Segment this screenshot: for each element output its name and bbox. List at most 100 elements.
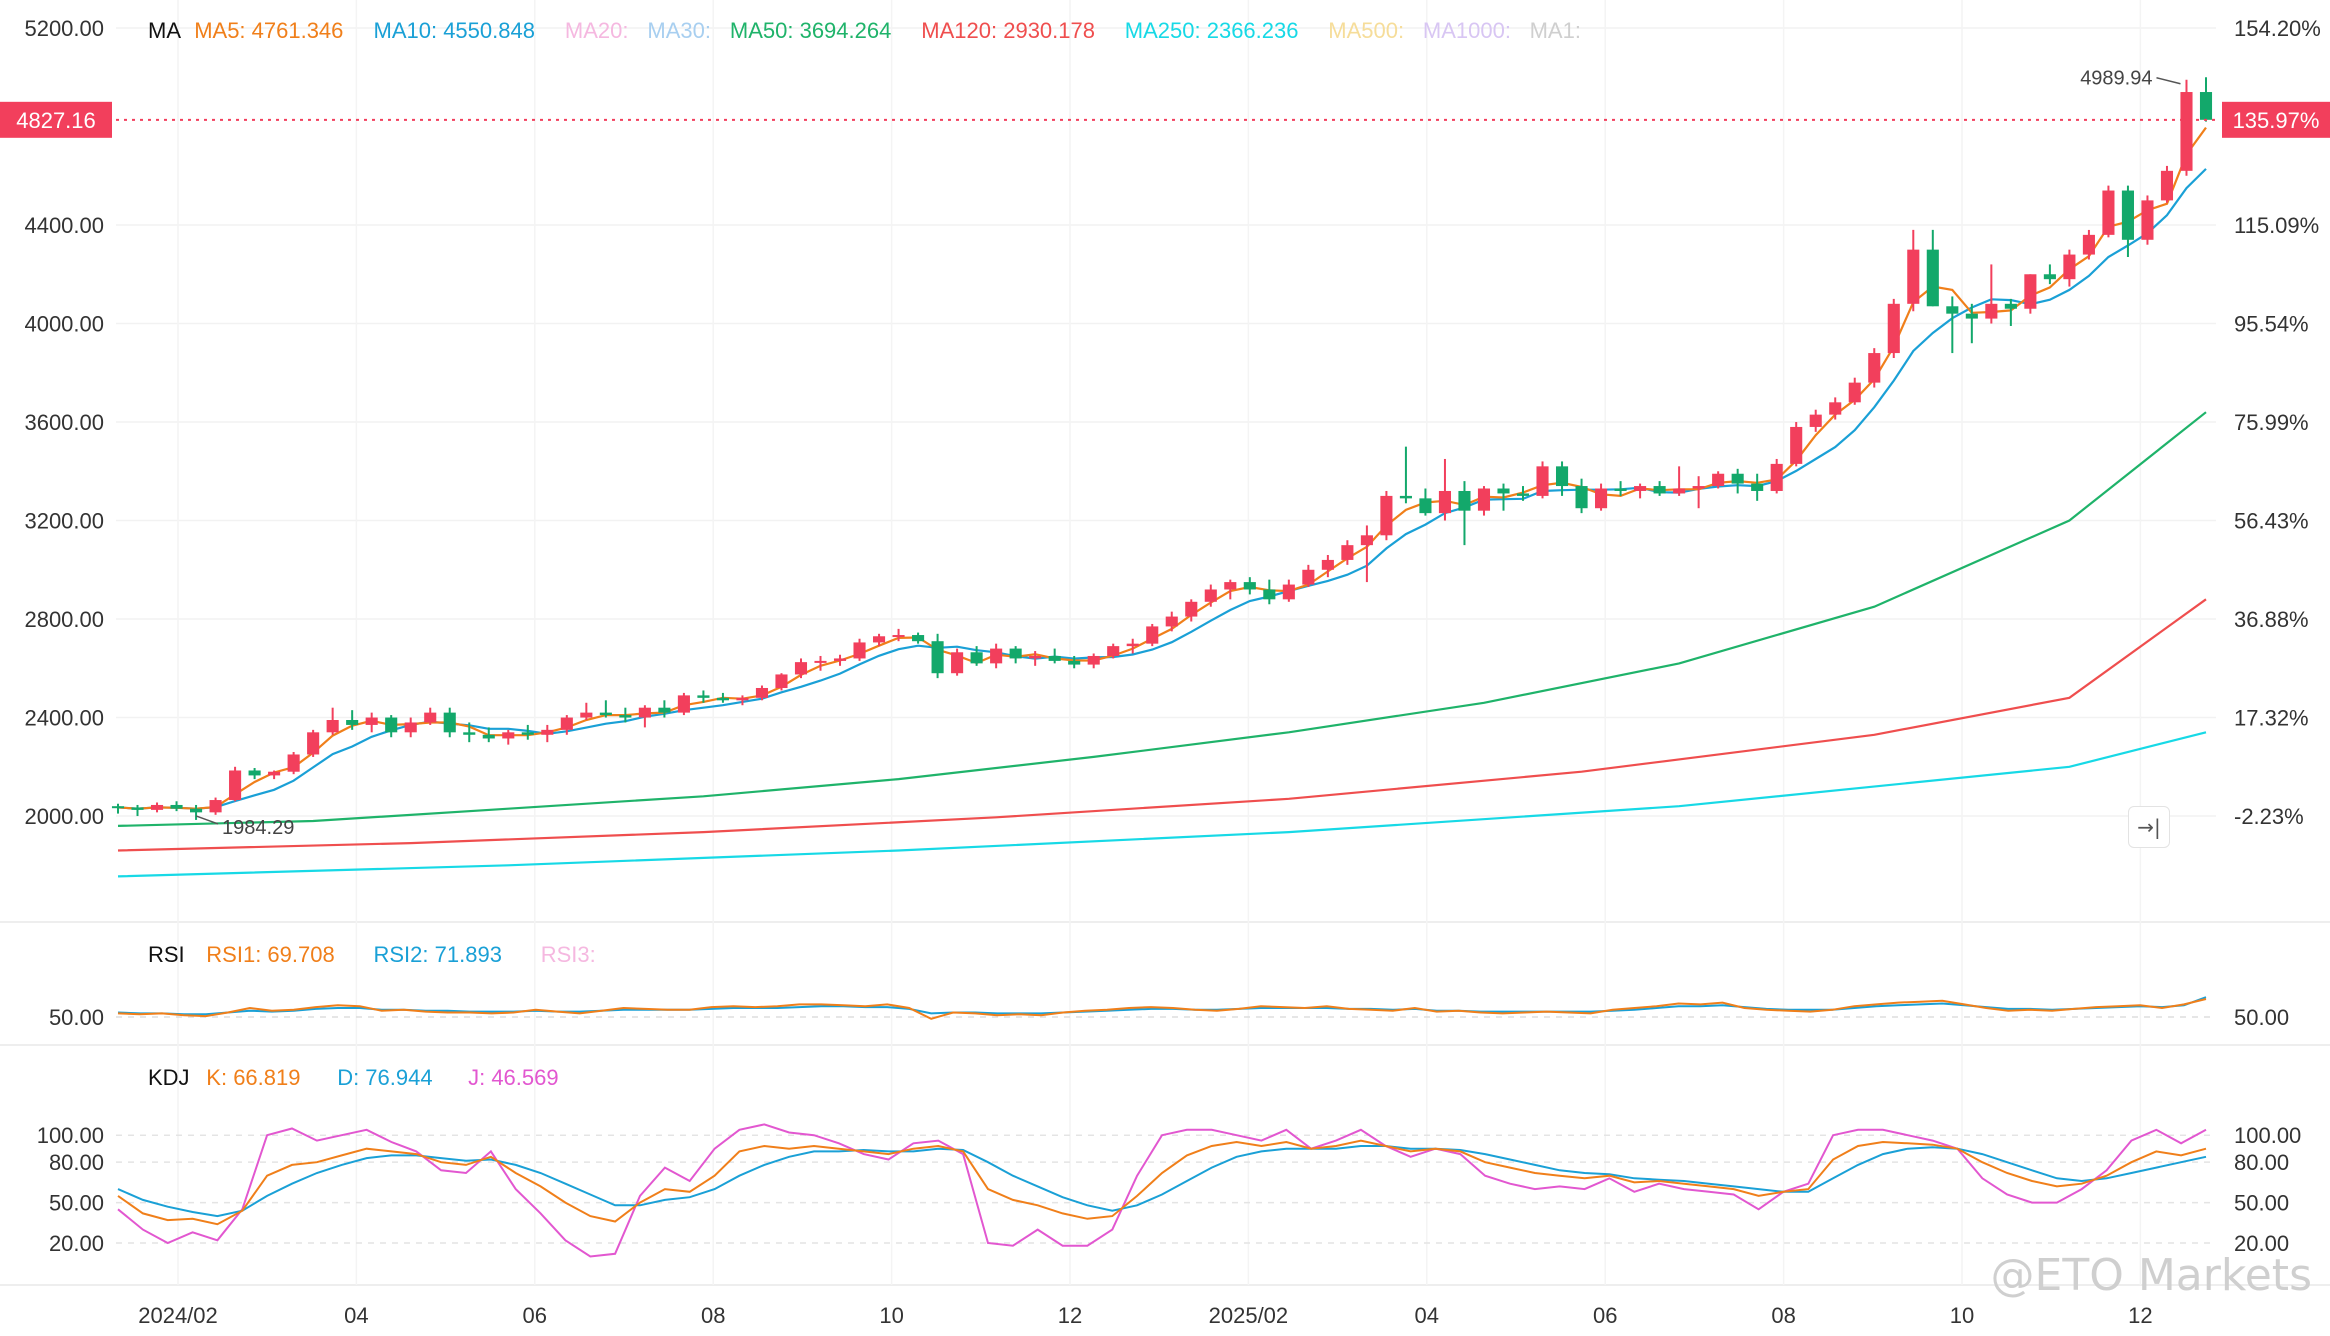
candle-body [404, 722, 417, 733]
kdj-legend-item: D: 76.944 [337, 1065, 432, 1090]
kdj-legend-item: K: 66.819 [206, 1065, 300, 1090]
kdj-y-tick: 80.00 [49, 1150, 104, 1175]
kdj-y-tick-right: 20.00 [2234, 1231, 2289, 1256]
candle-body [638, 707, 651, 718]
grid [0, 0, 2330, 1286]
collapse-button[interactable]: →| [2128, 806, 2170, 848]
candle-body [1399, 495, 1412, 499]
y-tick-label: 3200.00 [24, 509, 104, 534]
kdj-legend-item: J: 46.569 [468, 1065, 559, 1090]
candle-body [1087, 655, 1100, 665]
candle-body [307, 732, 320, 755]
y-tick-label: 4400.00 [24, 213, 104, 238]
candle-body [2043, 274, 2056, 280]
candle-body [1946, 306, 1959, 314]
candle-body [1926, 249, 1939, 307]
x-tick-label: 2025/02 [1209, 1303, 1289, 1328]
candle-body [170, 804, 183, 809]
x-tick-label: 2024/02 [138, 1303, 218, 1328]
candle-body [872, 636, 886, 643]
x-tick-label: 04 [344, 1303, 368, 1328]
low-label: 1984.29 [222, 817, 294, 839]
candle-body [912, 635, 925, 642]
ma-legend-item: MA5: 4761.346 [194, 18, 343, 43]
rsi-legend-item: RSI3: [541, 942, 596, 967]
pct-tick-label: 115.09% [2234, 213, 2319, 238]
candle-body [1712, 473, 1725, 487]
candle-body [931, 641, 944, 674]
candle-body [1634, 486, 1647, 491]
candle-body [1809, 414, 1822, 427]
collapse-icon: →| [2137, 815, 2161, 839]
pct-tick-label: 95.54% [2234, 312, 2309, 337]
candle-body [1868, 353, 1881, 383]
ma-legend-item: MA10: 4550.848 [374, 18, 535, 43]
candle-body [1224, 582, 1237, 590]
kdj-d-line [117, 1145, 2207, 1218]
kdj-y-tick-right: 50.00 [2234, 1191, 2289, 1216]
ma-legend-item: MA [148, 18, 181, 43]
pct-tick-label: 17.32% [2234, 706, 2309, 731]
candle-body [1009, 648, 1022, 659]
candle-body [1438, 490, 1452, 514]
x-tick-label: 10 [879, 1303, 903, 1328]
candle-body [1770, 463, 1783, 491]
candle-body [736, 697, 749, 701]
candle-body [716, 697, 729, 701]
axes: 5200.00 154.20% 4400.00 115.09% 4000.00 95.54… [24, 16, 2320, 1328]
candle-body [229, 770, 242, 801]
candle-body [970, 652, 983, 664]
kdj-j-line [117, 1123, 2207, 1258]
candle-body [892, 635, 905, 638]
kdj-y-tick-right: 80.00 [2234, 1150, 2289, 1175]
kdj-y-tick: 100.00 [37, 1123, 104, 1148]
candle-body [775, 674, 788, 688]
candle-body [1516, 493, 1530, 496]
candle-body [1497, 488, 1510, 494]
ma-legend-item: MA500: [1328, 18, 1404, 43]
candle-body [1536, 466, 1549, 496]
candle-body [190, 808, 203, 813]
low-pointer [195, 815, 219, 825]
candle-body [1302, 569, 1315, 585]
candle-body [1907, 249, 1920, 304]
candle-body [1185, 601, 1198, 617]
candle-body [326, 720, 339, 733]
candle-body [346, 720, 359, 725]
candle-body [1419, 498, 1432, 514]
candle-body [1263, 589, 1276, 600]
candle-body [1848, 382, 1861, 403]
watermark: @ETO Markets [1991, 1250, 2312, 1301]
candle-body [697, 695, 710, 698]
candle-body [424, 712, 437, 723]
candles [111, 77, 2213, 820]
pct-tick-label: -2.23% [2234, 804, 2304, 829]
y-tick-label: 2800.00 [24, 607, 104, 632]
ma-legend-item: MA120: 2930.178 [921, 18, 1095, 43]
candle-body [2024, 274, 2037, 309]
candle-body [814, 660, 827, 663]
x-tick-label: 06 [523, 1303, 547, 1328]
candle-body [248, 770, 261, 776]
candle-body [1204, 589, 1217, 602]
candle-body [1887, 303, 1900, 354]
x-tick-label: 12 [2128, 1303, 2152, 1328]
candle-body [1965, 313, 1978, 319]
rsi-y-tick: 50.00 [49, 1005, 104, 1030]
current-pct-label: 135.97% [2233, 108, 2320, 133]
ma250-line [117, 731, 2207, 878]
candle-body [209, 800, 222, 813]
high-pointer [2156, 77, 2181, 85]
candle-body [1673, 488, 1686, 494]
candle-body [1029, 655, 1042, 659]
current-price-label: 4827.16 [16, 108, 96, 133]
candle-body [1614, 488, 1627, 491]
pct-tick-label: 154.20% [2234, 16, 2321, 41]
kdj-y-tick: 50.00 [49, 1191, 104, 1216]
candle-body [658, 707, 671, 713]
y-tick-label: 4000.00 [24, 312, 104, 337]
kdj-y-tick-right: 100.00 [2234, 1123, 2301, 1148]
kdj-lines [117, 1123, 2207, 1258]
